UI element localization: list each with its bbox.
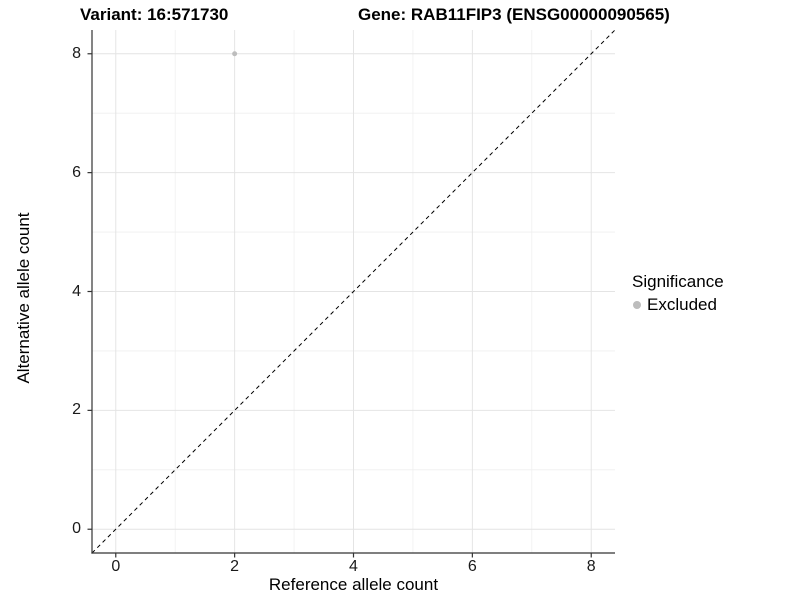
gene-title: Gene: RAB11FIP3 (ENSG00000090565) (358, 5, 670, 24)
excluded-circle-icon (633, 301, 641, 309)
identity-dashed-line (91, 29, 616, 554)
x-tick-label: 6 (467, 558, 477, 575)
y-tick-label: 6 (72, 163, 81, 181)
x-tick-label: 4 (349, 558, 358, 575)
y-tick-label: 2 (72, 401, 81, 419)
variant-title: Variant: 16:571730 (80, 5, 229, 24)
y-tick-label: 0 (72, 520, 81, 538)
y-tick-label: 8 (72, 44, 81, 62)
legend-item-label: Excluded (647, 295, 717, 314)
data-point-excluded (232, 51, 238, 57)
x-tick-label: 0 (111, 558, 121, 575)
y-tick-label: 4 (72, 282, 81, 300)
legend-title: Significance (632, 272, 724, 291)
legend: Significance Excluded (632, 272, 797, 315)
x-tick-label: 8 (586, 558, 596, 575)
x-axis-title: Reference allele count (268, 575, 439, 594)
y-axis-title: Alternative allele count (14, 212, 33, 384)
x-tick-label: 2 (230, 558, 240, 575)
legend-item-excluded: Excluded (633, 295, 797, 315)
